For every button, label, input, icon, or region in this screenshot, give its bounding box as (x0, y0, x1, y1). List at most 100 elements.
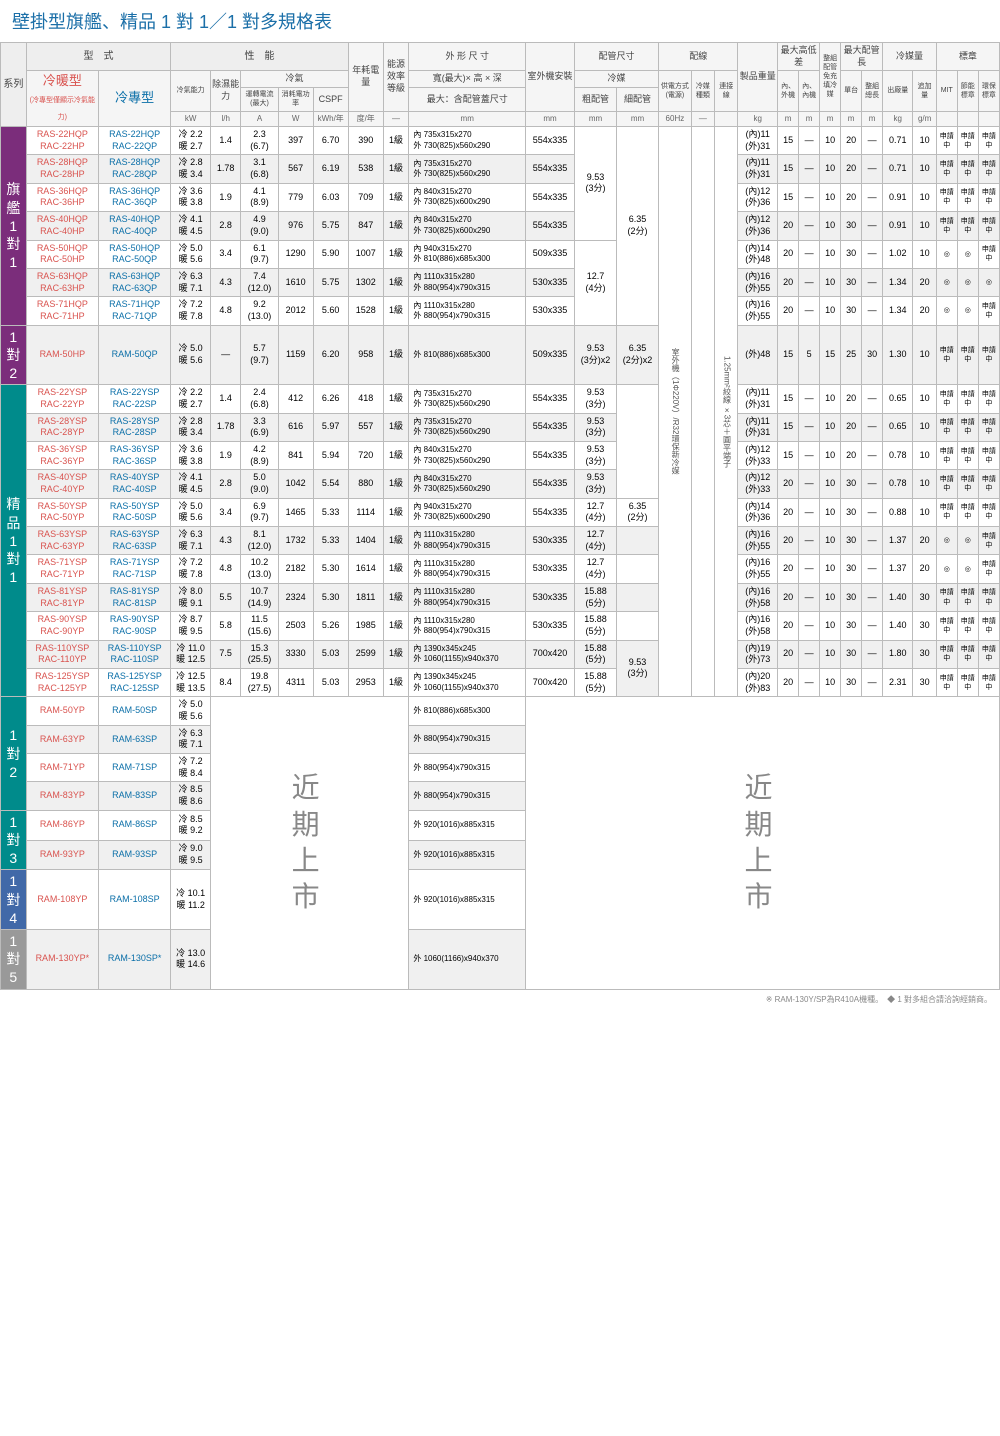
cat-flagship: 旗艦1對1 (1, 127, 27, 326)
table-row: RAS-71YSPRAC-71YPRAS-71YSPRAC-71SP冷 7.2暖… (1, 555, 1000, 583)
model-hc: RAS-63HQPRAC-63HP (26, 268, 98, 296)
unit-deg: 度/年 (348, 111, 383, 126)
hdr-perf: 性 能 (171, 43, 348, 71)
unit-gm: g/m (913, 111, 936, 126)
coming-soon-2: 近期上市 (526, 697, 1000, 989)
unit-m2: m (799, 111, 820, 126)
hdr-add: 追加量 (913, 71, 936, 111)
model-hc: RAS-50HQPRAC-50HP (26, 240, 98, 268)
unit-kw: kW (171, 111, 211, 126)
table-row: RAS-40YSPRAC-40YPRAS-40YSPRAC-40SP冷 4.1暖… (1, 470, 1000, 498)
hdr-hc: 冷暖型(冷專型僅顯示冷氣能力) (26, 71, 98, 127)
cat-label: 1對2 (1, 697, 27, 811)
hdr-out: 出廠量 (883, 71, 913, 111)
unit-dash: — (383, 111, 409, 126)
hdr-refill: 整組配管免充填冷媒 (820, 43, 841, 112)
table-row: RAS-36YSPRAC-36YPRAS-36YSPRAC-36SP冷 3.6暖… (1, 441, 1000, 469)
table-row: RAS-110YSPRAC-110YPRAS-110YSPRAC-110SP冷 … (1, 640, 1000, 668)
model-c: RAS-22HQPRAC-22QP (99, 127, 171, 155)
wire-note: 1.25mm²絞線 ×3芯＋圓平端子 (715, 127, 738, 697)
hdr-thin: 細配管 (617, 88, 659, 112)
hdr-ref: 冷媒 (575, 71, 659, 88)
unit-mm2: mm (526, 111, 575, 126)
hdr-mit: MIT (936, 71, 957, 111)
hdr-reftype: 冷媒種類 (691, 71, 714, 111)
table-row: RAS-81YSPRAC-81YPRAS-81YSPRAC-81SP冷 8.0暖… (1, 583, 1000, 611)
table-row: RAS-28HQPRAC-28HPRAS-28HQPRAC-28QP冷 2.8暖… (1, 155, 1000, 183)
cat-1to2: 1對2 (1, 325, 27, 385)
hdr-maxpipe: 最大配管長 (841, 43, 883, 71)
unit-mm1: mm (409, 111, 526, 126)
hdr-outinstall: 室外機安裝 (526, 43, 575, 112)
model-hc: RAS-22HQPRAC-22HP (26, 127, 98, 155)
table-row: 旗艦1對1RAS-22HQPRAC-22HPRAS-22HQPRAC-22QP冷… (1, 127, 1000, 155)
model-c: RAS-71HQPRAC-71QP (99, 297, 171, 325)
page-title: 壁掛型旗艦、精品 1 對 1／1 對多規格表 (0, 0, 1000, 42)
model-c: RAS-36HQPRAC-36QP (99, 183, 171, 211)
table-row: RAS-50HQPRAC-50HPRAS-50HQPRAC-50QP冷 5.0暖… (1, 240, 1000, 268)
unit-kg2: kg (883, 111, 913, 126)
unit-mm4: mm (617, 111, 659, 126)
hdr-annual: 年耗電量 (348, 43, 383, 112)
unit-lh: l/h (211, 111, 241, 126)
unit-hz: 60Hz (659, 111, 692, 126)
unit-a: A (241, 111, 278, 126)
hdr-thick: 粗配管 (575, 88, 617, 112)
spec-table: 系列 型 式 性 能 年耗電量 能源效率等級 外 形 尺 寸 室外機安裝 配管尺… (0, 42, 1000, 990)
hdr-in1: 內、外機 (778, 71, 799, 111)
hdr-conn: 連接線 (715, 71, 738, 111)
hdr-dims2: 寬(最大)× 高 × 深 (409, 71, 526, 88)
cat-label: 1對5 (1, 929, 27, 989)
model-hc: RAS-40HQPRAC-40HP (26, 212, 98, 240)
hdr-pipe: 配管尺寸 (575, 43, 659, 71)
model-c: RAS-40HQPRAC-40QP (99, 212, 171, 240)
hdr-dims3: 最大：含配管蓋尺寸 (409, 88, 526, 112)
hdr-single: 單台 (841, 71, 862, 111)
hdr-wire: 配線 (659, 43, 738, 71)
table-row: RAS-125YSPRAC-125YPRAS-125YSPRAC-125SP冷 … (1, 668, 1000, 696)
hdr-in2: 內、內機 (799, 71, 820, 111)
unit-m1: m (778, 111, 799, 126)
hdr-co: 冷專型 (99, 71, 171, 127)
table-row: RAS-36HQPRAC-36HPRAS-36HQPRAC-36QP冷 3.6暖… (1, 183, 1000, 211)
hdr-refqty: 冷媒量 (883, 43, 937, 71)
hdr-dims: 外 形 尺 寸 (409, 43, 526, 71)
unit-m4: m (841, 111, 862, 126)
coming-soon-1: 近期上市 (211, 697, 409, 989)
hdr-type: 型 式 (26, 43, 171, 71)
hdr-power: 供電方式(電源) (659, 71, 692, 111)
hdr-pow: 消耗電功率 (278, 88, 313, 112)
unit-m5: m (862, 111, 883, 126)
hdr-cspf: CSPF (313, 88, 348, 112)
hdr-dehum: 除濕能力 (211, 71, 241, 111)
hdr-cap: 冷氣能力 (171, 71, 211, 111)
table-row: 精品1對1RAS-22YSPRAC-22YPRAS-22YSPRAC-22SP冷… (1, 385, 1000, 413)
table-row: RAS-28YSPRAC-28YPRAS-28YSPRAC-28SP冷 2.8暖… (1, 413, 1000, 441)
model-hc: RAS-71HQPRAC-71HP (26, 297, 98, 325)
table-row: RAS-40HQPRAC-40HPRAS-40HQPRAC-40QP冷 4.1暖… (1, 212, 1000, 240)
table-row: 1對2RAM-50YPRAM-50SP冷 5.0暖 5.6近期上市外 810(8… (1, 697, 1000, 725)
table-row: RAS-90YSPRAC-90YPRAS-90YSPRAC-90SP冷 8.7暖… (1, 612, 1000, 640)
unit-w: W (278, 111, 313, 126)
cat-label: 1對4 (1, 870, 27, 930)
table-row: RAS-63HQPRAC-63HPRAS-63HQPRAC-63QP冷 6.3暖… (1, 268, 1000, 296)
table-row: RAS-50YSPRAC-50YPRAS-50YSPRAC-50SP冷 5.0暖… (1, 498, 1000, 526)
power-note: 室外機（1Φ220V）/R32環保新冷媒 (659, 127, 692, 697)
unit-m3: m (820, 111, 841, 126)
cat-premium: 精品1對1 (1, 385, 27, 697)
table-row: 1對2RAM-50HPRAM-50QP冷 5.0暖 5.6—5.7(9.7)11… (1, 325, 1000, 385)
hdr-cert: 標章 (936, 43, 999, 71)
model-c: RAS-28HQPRAC-28QP (99, 155, 171, 183)
table-row: RAS-71HQPRAC-71HPRAS-71HQPRAC-71QP冷 7.2暖… (1, 297, 1000, 325)
hdr-weight: 製品重量 (738, 43, 778, 112)
model-hc: RAS-36HQPRAC-36HP (26, 183, 98, 211)
hdr-ac: 冷氣 (241, 71, 348, 88)
hdr-eco: 節能標章 (957, 71, 978, 111)
hdr-series: 系列 (1, 43, 27, 127)
table-row: RAS-63YSPRAC-63YPRAS-63YSPRAC-63SP冷 6.3暖… (1, 527, 1000, 555)
hdr-maxhl: 最大高低差 (778, 43, 820, 71)
model-hc: RAS-28HQPRAC-28HP (26, 155, 98, 183)
cat-label: 1對3 (1, 810, 27, 870)
hdr-eff: 能源效率等級 (383, 43, 409, 112)
hdr-curr: 運轉電流(最大) (241, 88, 278, 112)
